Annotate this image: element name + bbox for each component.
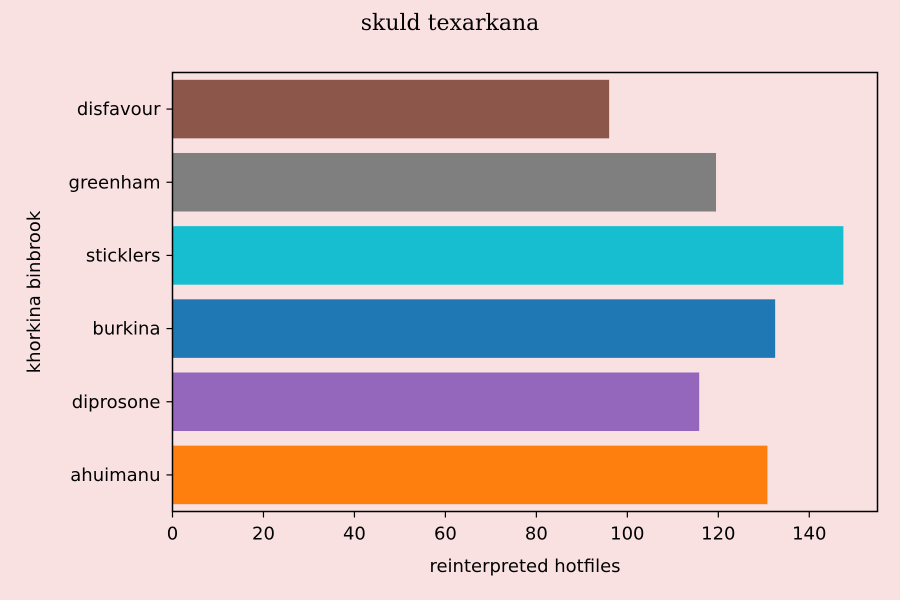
bar-ahuimanu xyxy=(172,445,768,505)
chart-title: skuld texarkana xyxy=(361,11,540,36)
bar-disfavour xyxy=(172,79,610,139)
x-tick-label: 100 xyxy=(610,524,644,545)
bar-diprosone xyxy=(172,372,700,432)
x-tick-label: 0 xyxy=(167,524,178,545)
y-tick-label: ahuimanu xyxy=(70,465,160,486)
plot-frame xyxy=(171,71,879,513)
x-axis-label: reinterpreted hotfiles xyxy=(429,556,620,577)
x-tick-label: 140 xyxy=(792,524,826,545)
y-tick-label: diprosone xyxy=(72,392,161,413)
bar-greenham xyxy=(172,152,717,212)
y-axis-label: khorkina binbrook xyxy=(24,210,45,373)
bars-group xyxy=(172,79,844,505)
y-axis-ticks: disfavour greenham sticklers burkina diproso… xyxy=(69,99,173,486)
y-tick-label: greenham xyxy=(69,172,161,193)
y-tick-label: sticklers xyxy=(86,245,161,266)
x-tick-label: 80 xyxy=(525,524,548,545)
y-tick-label: burkina xyxy=(92,319,160,340)
bar-sticklers xyxy=(172,226,844,285)
y-tick-label: disfavour xyxy=(77,99,161,120)
x-axis-ticks: 0 20 40 60 80 100 120 140 xyxy=(167,511,826,545)
x-tick-label: 40 xyxy=(343,524,366,545)
x-tick-label: 20 xyxy=(252,524,275,545)
bar-burkina xyxy=(172,299,776,358)
x-tick-label: 120 xyxy=(701,524,735,545)
x-tick-label: 60 xyxy=(434,524,457,545)
